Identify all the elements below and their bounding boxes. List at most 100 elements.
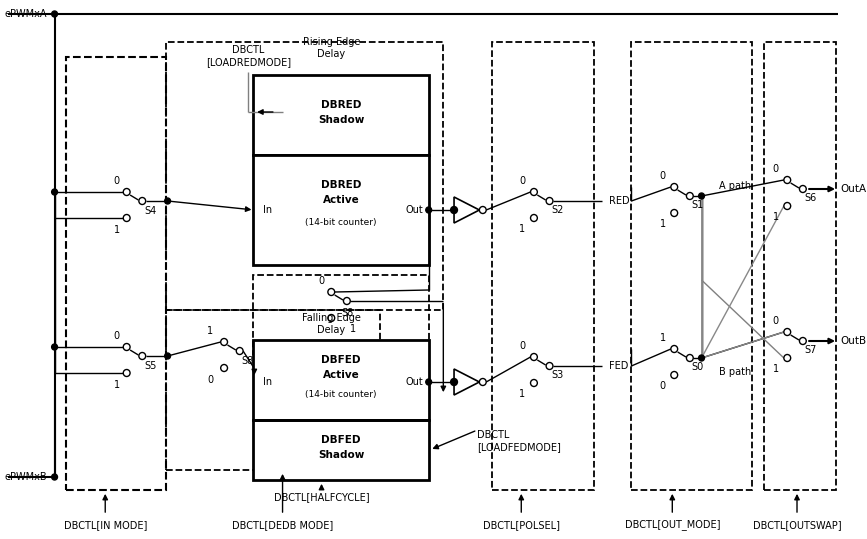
Circle shape <box>671 371 678 378</box>
Circle shape <box>687 192 694 199</box>
Circle shape <box>479 206 486 213</box>
Circle shape <box>479 378 486 385</box>
Text: DBCTL[HALFCYCLE]: DBCTL[HALFCYCLE] <box>274 492 369 502</box>
Circle shape <box>799 337 806 344</box>
Bar <box>631 42 753 490</box>
Circle shape <box>784 203 791 210</box>
Bar <box>253 155 428 265</box>
Text: DBCTL[OUT_MODE]: DBCTL[OUT_MODE] <box>624 520 720 530</box>
Text: Falling Edge: Falling Edge <box>302 313 361 323</box>
Circle shape <box>687 355 694 362</box>
Circle shape <box>139 197 146 204</box>
Text: B path: B path <box>719 367 752 377</box>
Text: Delay: Delay <box>317 325 345 335</box>
Circle shape <box>165 198 171 204</box>
Text: S5: S5 <box>144 361 157 371</box>
Circle shape <box>221 338 227 345</box>
Text: DBCTL[IN MODE]: DBCTL[IN MODE] <box>63 520 147 530</box>
Text: ePWMxA: ePWMxA <box>5 9 48 19</box>
Circle shape <box>52 474 57 480</box>
Circle shape <box>426 379 432 385</box>
Text: OutA: OutA <box>840 184 866 194</box>
Bar <box>66 57 166 490</box>
Text: (14-bit counter): (14-bit counter) <box>305 218 377 226</box>
Circle shape <box>165 353 171 359</box>
Circle shape <box>139 353 146 360</box>
Text: S7: S7 <box>805 345 818 355</box>
Circle shape <box>451 206 458 213</box>
Text: DBCTL[DEDB MODE]: DBCTL[DEDB MODE] <box>232 520 333 530</box>
Circle shape <box>426 207 432 213</box>
Circle shape <box>784 328 791 335</box>
Text: 0: 0 <box>660 171 666 181</box>
Circle shape <box>123 215 130 222</box>
Text: DBCTL[OUTSWAP]: DBCTL[OUTSWAP] <box>753 520 841 530</box>
Text: S2: S2 <box>551 205 564 215</box>
Circle shape <box>699 355 705 361</box>
Text: ePWMxB: ePWMxB <box>5 472 48 482</box>
Circle shape <box>546 363 553 370</box>
Circle shape <box>237 348 243 355</box>
Text: S6: S6 <box>805 193 817 203</box>
Text: A path: A path <box>719 181 751 191</box>
Circle shape <box>451 378 458 385</box>
Text: DBFED: DBFED <box>322 355 361 365</box>
Text: 0: 0 <box>772 164 779 174</box>
Circle shape <box>123 189 130 196</box>
Text: 1: 1 <box>207 326 213 336</box>
Circle shape <box>671 183 678 190</box>
Bar <box>166 42 443 310</box>
Circle shape <box>52 189 57 195</box>
Bar <box>764 42 836 490</box>
Text: 1: 1 <box>660 219 666 229</box>
Text: 0: 0 <box>519 176 525 186</box>
Text: DBCTL[POLSEL]: DBCTL[POLSEL] <box>483 520 560 530</box>
Text: 1: 1 <box>519 224 525 234</box>
Text: S8: S8 <box>341 308 353 318</box>
Text: 0: 0 <box>114 176 120 186</box>
Bar <box>253 420 428 480</box>
Text: S3: S3 <box>551 370 564 380</box>
Text: 0: 0 <box>519 341 525 351</box>
Bar <box>492 42 595 490</box>
Text: [LOADFEDMODE]: [LOADFEDMODE] <box>478 442 561 452</box>
Polygon shape <box>454 197 479 223</box>
Circle shape <box>671 210 678 217</box>
Text: Shadow: Shadow <box>318 115 364 125</box>
Text: 1: 1 <box>519 389 525 399</box>
Text: RED: RED <box>609 196 629 206</box>
Text: Rising Edge: Rising Edge <box>303 37 360 47</box>
Text: 1: 1 <box>114 225 120 235</box>
Circle shape <box>531 354 538 361</box>
Text: 1: 1 <box>349 324 356 334</box>
Bar <box>253 340 428 420</box>
Text: 0: 0 <box>660 381 666 391</box>
Text: In: In <box>264 377 272 387</box>
Polygon shape <box>454 369 479 395</box>
Text: FED: FED <box>609 361 629 371</box>
Text: DBRED: DBRED <box>321 180 362 190</box>
Text: DBRED: DBRED <box>321 100 362 110</box>
Circle shape <box>671 345 678 353</box>
Circle shape <box>221 364 227 371</box>
Circle shape <box>531 189 538 196</box>
Text: (14-bit counter): (14-bit counter) <box>305 390 377 399</box>
Text: Shadow: Shadow <box>318 450 364 460</box>
Circle shape <box>123 343 130 350</box>
Text: 1: 1 <box>660 333 666 343</box>
Circle shape <box>343 298 350 305</box>
Circle shape <box>531 215 538 222</box>
Text: S8: S8 <box>242 356 254 366</box>
Circle shape <box>52 344 57 350</box>
Text: 0: 0 <box>318 276 324 286</box>
Text: Active: Active <box>323 370 360 380</box>
Text: Out: Out <box>405 377 423 387</box>
Text: Delay: Delay <box>317 49 345 59</box>
Text: 0: 0 <box>114 331 120 341</box>
Text: 1: 1 <box>772 212 779 222</box>
Bar <box>166 310 380 470</box>
Circle shape <box>784 176 791 183</box>
Text: S0: S0 <box>692 362 704 372</box>
Circle shape <box>784 355 791 362</box>
Bar <box>253 75 428 155</box>
